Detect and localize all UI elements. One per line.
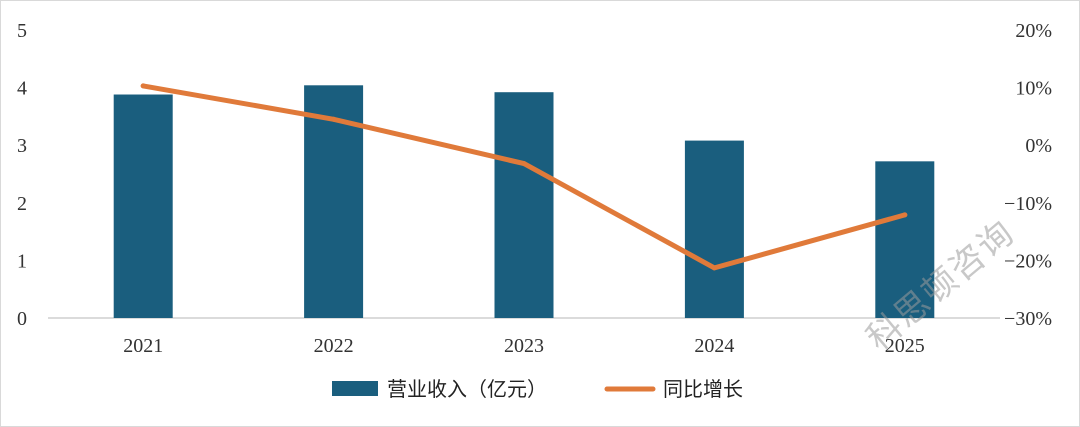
y-right-tick: 0% — [1025, 135, 1052, 157]
y-right-tick: −10% — [1004, 193, 1052, 215]
legend-label-revenue: 营业收入（亿元） — [387, 377, 547, 401]
bar-2023 — [494, 92, 554, 318]
x-tick-label: 2024 — [694, 335, 734, 357]
bar-2025 — [875, 161, 935, 318]
y-right-tick: −20% — [1004, 250, 1052, 272]
bar-series — [113, 85, 935, 319]
bar-2024 — [684, 140, 744, 318]
y-left-tick: 5 — [17, 20, 27, 42]
y-left-tick: 3 — [17, 135, 27, 157]
x-tick-label: 2025 — [885, 335, 925, 357]
line-series — [140, 83, 908, 271]
y-right-tick: 10% — [1015, 78, 1052, 100]
y-left-tick: 0 — [17, 308, 27, 330]
x-tick-label: 2023 — [504, 335, 544, 357]
legend-label-growth: 同比增长 — [663, 377, 743, 401]
growth-point-2025 — [902, 212, 908, 218]
tick-labels: 0 1 2 3 4 5 −30% −20% −10% 0% 10% 20% 2021 2022 2023 20… — [17, 20, 1052, 357]
bar-2021 — [113, 94, 173, 319]
growth-point-2022 — [331, 116, 337, 122]
legend: 营业收入（亿元） 同比增长 — [332, 377, 743, 401]
y-right-tick: −30% — [1004, 308, 1052, 330]
growth-point-2021 — [140, 83, 146, 89]
y-left-tick: 1 — [17, 250, 27, 272]
legend-swatch-bar — [332, 381, 378, 396]
y-left-tick: 4 — [17, 78, 27, 100]
y-left-tick: 2 — [17, 193, 27, 215]
x-tick-label: 2021 — [123, 335, 163, 357]
growth-point-2023 — [521, 161, 527, 167]
growth-point-2024 — [711, 265, 717, 271]
x-tick-label: 2022 — [314, 335, 354, 357]
y-right-tick: 20% — [1015, 20, 1052, 42]
